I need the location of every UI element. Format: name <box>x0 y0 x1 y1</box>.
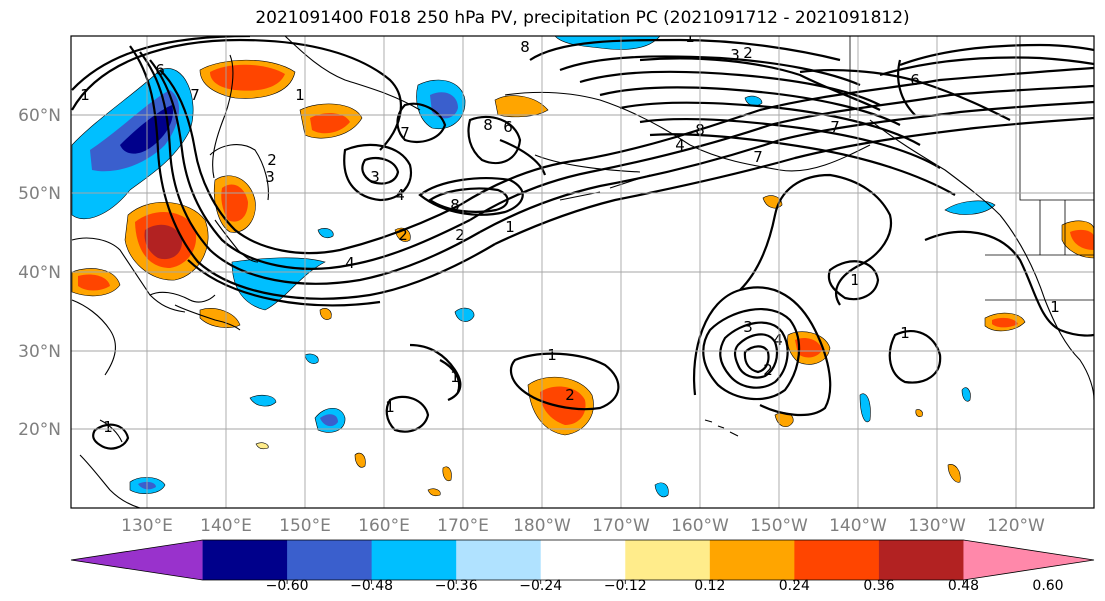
colorbar-tick-label: 0.24 <box>779 578 810 594</box>
contour-label: 7 <box>753 148 763 166</box>
longitude-label: 150°E <box>279 516 331 536</box>
colorbar-bin <box>625 540 711 580</box>
latitude-label: 40°N <box>18 263 61 283</box>
gridlines <box>71 36 1094 508</box>
contour-label: 4 <box>345 254 355 272</box>
contour-label: 8 <box>450 196 460 214</box>
contour-label: 7 <box>190 86 200 104</box>
colorbar-extend-high <box>963 540 1094 580</box>
contour-label: 4 <box>675 136 685 154</box>
colorbar-tick-label: 0.36 <box>863 578 894 594</box>
map-frame <box>70 35 1095 509</box>
longitude-label: 120°W <box>987 516 1045 536</box>
contour-label: 1 <box>547 346 557 364</box>
contour-label: 2 <box>267 151 277 169</box>
political-borders <box>849 36 1094 301</box>
longitude-label: 160°W <box>671 516 729 536</box>
contour-label: 1 <box>103 418 113 436</box>
longitude-label: 160°E <box>358 516 410 536</box>
colorbar-bin <box>371 540 457 580</box>
pv-contours <box>71 36 1094 450</box>
contour-label: 1 <box>1050 298 1060 316</box>
contour-label: 3 <box>265 168 275 186</box>
latitude-label: 30°N <box>18 342 61 362</box>
longitude-label: 140°E <box>200 516 252 536</box>
longitude-labels: 130°E 140°E 150°E 160°E 170°E 180°W 170°W 160°W… <box>121 516 1045 536</box>
longitude-label: 170°E <box>437 516 489 536</box>
colorbar-bin <box>709 540 795 580</box>
colorbar-tick-label: −0.24 <box>519 578 562 594</box>
contour-label: 4 <box>395 186 405 204</box>
contour-label: 1 <box>505 218 515 236</box>
colorbar-bin <box>456 540 542 580</box>
contour-label: 2 <box>565 386 575 404</box>
contour-label: 2 <box>455 226 465 244</box>
contour-label: 1 <box>295 86 305 104</box>
colorbar-tick-label: −0.48 <box>350 578 393 594</box>
longitude-label: 150°W <box>750 516 808 536</box>
latitude-label: 50°N <box>18 184 61 204</box>
longitude-label: 130°W <box>908 516 966 536</box>
contour-label: 1 <box>385 398 395 416</box>
contour-label: 8 <box>520 38 530 56</box>
contour-label: 4 <box>773 331 783 349</box>
colorbar-tick-label: −0.12 <box>604 578 647 594</box>
contour-label: 6 <box>503 118 513 136</box>
precip-shading <box>71 36 1094 498</box>
longitude-label: 140°W <box>829 516 887 536</box>
latitude-label: 20°N <box>18 420 61 440</box>
contour-label: 3 <box>370 168 380 186</box>
colorbar-tick-label: 0.12 <box>694 578 725 594</box>
longitude-label: 130°E <box>121 516 173 536</box>
colorbar-tick-label: −0.60 <box>266 578 309 594</box>
contour-label: 7 <box>400 124 410 142</box>
contour-label: 1 <box>80 86 90 104</box>
contour-label: 1 <box>450 368 460 386</box>
colorbar-bin <box>202 540 288 580</box>
colorbar-tick-label: −0.36 <box>435 578 478 594</box>
colorbar-tick-label: 0.48 <box>948 578 979 594</box>
colorbar-bin <box>878 540 964 580</box>
colorbar-tick-label: 0.60 <box>1032 578 1063 594</box>
longitude-label: 170°W <box>592 516 650 536</box>
colorbar-bin <box>287 540 373 580</box>
contour-label: 8 <box>483 116 493 134</box>
colorbar-outline <box>70 539 1095 581</box>
contour-label: 1 <box>685 28 695 46</box>
latitude-labels: 60°N 50°N 40°N 30°N 20°N <box>18 106 61 440</box>
contour-label: 2 <box>763 361 773 379</box>
contour-label: 6 <box>910 71 920 89</box>
figure-title: 2021091400 F018 250 hPa PV, precipitatio… <box>255 8 910 28</box>
colorbar: −0.60 −0.48 −0.36 −0.24 −0.12 0.12 0.24 0.36 0.4… <box>70 539 1095 594</box>
contour-label: 3 <box>743 318 753 336</box>
contour-label: 7 <box>830 118 840 136</box>
colorbar-extend-low <box>71 540 203 580</box>
colorbar-bin <box>794 540 880 580</box>
longitude-label: 180°W <box>513 516 571 536</box>
coastlines <box>71 36 1094 508</box>
latitude-label: 60°N <box>18 106 61 126</box>
colorbar-bin <box>540 540 626 580</box>
contour-label: 2 <box>743 44 753 62</box>
contour-label: 1 <box>900 324 910 342</box>
contour-label: 6 <box>155 61 165 79</box>
contour-label: 2 <box>398 226 408 244</box>
contour-label: 3 <box>730 46 740 64</box>
contour-label: 1 <box>850 271 860 289</box>
